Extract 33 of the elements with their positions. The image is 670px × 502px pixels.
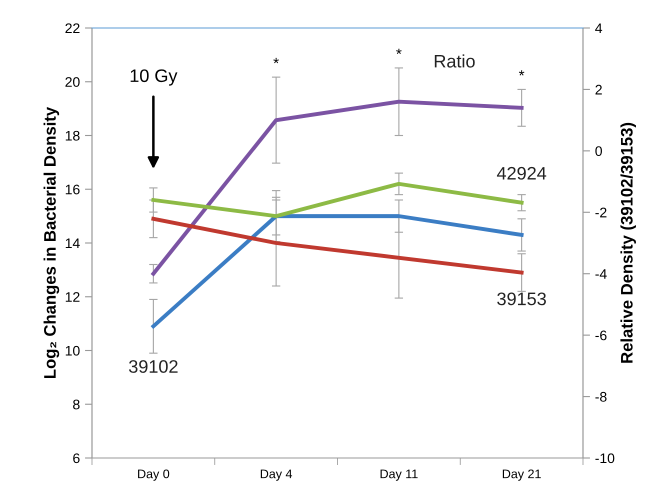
y2-tick-label: -8 [595, 392, 607, 402]
y-tick-label: 8 [73, 400, 80, 410]
y2-tick-label: 2 [596, 84, 602, 94]
y-tick-label: 20 [65, 77, 80, 87]
x-tick-label: Day 11 [380, 470, 418, 481]
line-series [151, 216, 524, 275]
y-tick-label: 22 [65, 23, 80, 34]
y2-tick-label: -10 [595, 453, 614, 464]
annotation: * [396, 48, 402, 54]
line-series [151, 182, 524, 218]
y-tick-label: 16 [66, 184, 80, 194]
x-tick-label: Day 4 [260, 470, 292, 481]
text: 39102 [128, 360, 178, 373]
annotation: 10 Gy [130, 69, 178, 86]
series-label: 39153 [497, 292, 546, 306]
annotation: * [518, 70, 524, 76]
y-axis-title: Log₂ Changes in Bacterial Density [44, 106, 60, 378]
y2-tick-label: -2 [595, 208, 606, 218]
y-tick-label: 10 [66, 346, 80, 356]
y2-tick-label: -4 [595, 269, 607, 279]
x-tick-label: Day 0 [138, 469, 170, 481]
y-tick-label: 6 [73, 453, 80, 464]
y2-tick-label: 4 [595, 23, 602, 34]
y-tick-label: 12 [66, 292, 80, 302]
y2-tick-label: 0 [595, 146, 602, 156]
series-label: Ratio [434, 54, 475, 68]
y2-axis-title: Relative Density (39102/39153) [620, 122, 636, 363]
y-tick-label: 18 [66, 130, 80, 141]
series-label: 42924 [496, 166, 546, 180]
y-tick-label: 14 [66, 238, 80, 248]
x-tick-label: Day 21 [502, 469, 541, 481]
annotation: * [273, 58, 279, 64]
y2-tick-label: -6 [595, 330, 607, 340]
